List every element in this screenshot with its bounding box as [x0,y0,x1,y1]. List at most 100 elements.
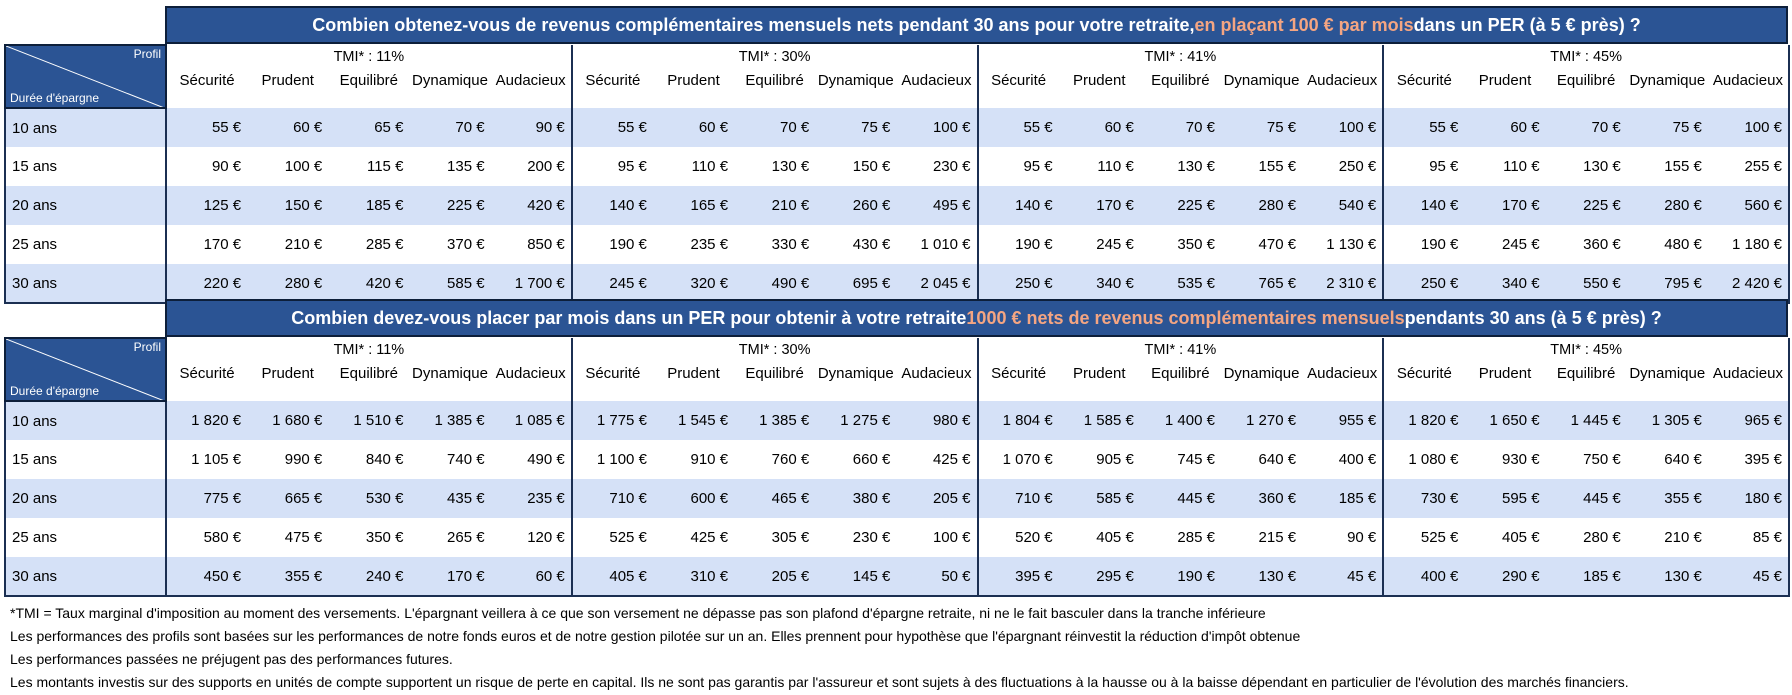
spacer-cell [409,388,490,401]
value-cell: 695 € [815,264,897,304]
profile-header: Equilibré [745,71,804,89]
value-cell: 420 € [328,264,410,304]
value-cell: 1 275 € [815,401,897,440]
value-cell: 55 € [570,108,653,147]
value-cell: 395 € [1707,440,1791,479]
value-cell: 245 € [570,264,653,304]
value-cell: 525 € [570,518,653,557]
value-cell: 905 € [1096,451,1134,468]
value-cell: 250 € [1338,158,1377,175]
value-cell: 320 € [652,264,735,304]
profile-header: Sécurité [164,358,248,388]
tmi-header: TMI* : 30% [570,45,978,65]
profile-header: Prudent [1072,364,1126,382]
value-cell: 910 € [690,451,729,468]
value-cell: 150 € [852,158,891,175]
profile-header: Dynamique [1629,71,1706,89]
profile-header: Prudent [667,364,720,382]
value-cell: 190 € [976,225,1059,264]
value-cell: 350 € [1177,236,1215,253]
value-cell: 990 € [284,451,323,468]
value-cell: 130 € [771,158,810,175]
value-cell: 1 445 € [1545,401,1627,440]
value-cell: 305 € [771,529,810,546]
value-cell: 1 085 € [490,401,572,440]
value-cell: 350 € [365,529,404,546]
value-cell: 235 € [490,479,572,518]
grid-revenus: Profil Durée d'épargne TMI* : 11% TMI* : 30… [4,44,1791,304]
value-cell: 2 310 € [1302,264,1384,304]
row-label: 25 ans [4,518,167,557]
spacer-cell [1382,388,1465,401]
value-cell: 75 € [815,108,897,147]
spacer-cell [328,388,409,401]
value-cell: 205 € [734,557,816,597]
duree-label: Durée d'épargne [10,384,100,398]
value-cell: 560 € [1707,186,1791,225]
value-cell: 170 € [1058,186,1140,225]
value-cell: 355 € [1626,479,1708,518]
value-cell: 295 € [1058,557,1140,597]
value-cell: 2 420 € [1707,264,1791,304]
spacer-cell [1464,388,1545,401]
value-cell: 1 180 € [1707,225,1791,264]
value-cell: 230 € [932,158,971,175]
value-cell: 290 € [1464,557,1546,597]
spacer-cell [815,388,896,401]
value-cell: 130 € [1626,557,1708,597]
table-row: 30 ans 450 €355 €240 €170 €60 €405 €310 €… [4,557,1791,597]
value-cell: 45 € [1302,557,1384,597]
value-cell: 60 € [1464,108,1546,147]
value-cell: 1 100 € [570,440,653,479]
title-text-end: pendants 30 ans (à 5 € près) ? [1404,307,1662,328]
value-cell: 125 € [164,186,248,225]
value-cell: 75 € [1220,108,1303,147]
value-cell: 235 € [690,236,729,253]
value-cell: 65 € [328,108,410,147]
profile-header: Audacieux [495,71,566,89]
value-cell: 130 € [1220,557,1303,597]
spacer-cell [1059,95,1140,108]
spacer-cell [1140,95,1221,108]
value-cell: 180 € [1707,479,1791,518]
value-cell: 285 € [365,236,404,253]
footnote: Les montants investis sur des supports e… [10,674,1629,690]
value-cell: 1 385 € [734,401,816,440]
value-cell: 585 € [1058,479,1140,518]
spacer-cell [1059,388,1140,401]
table-row: 25 ans 580 € 475 € 350 € 265 € 120 € 525 € 425 … [4,518,1791,557]
value-cell: 170 € [1464,186,1546,225]
spacer-cell [1707,95,1791,108]
value-cell: 110 € [691,158,729,175]
table-row: 30 ans 220 €280 €420 €585 €1 700 €245 €32… [4,264,1791,304]
value-cell: 750 € [1583,451,1621,468]
value-cell: 745 € [1177,451,1215,468]
spacer-cell [1382,95,1465,108]
diagonal-divider [7,47,161,106]
table-row: 20 ans 775 €665 €530 €435 €235 €710 €600 … [4,479,1791,518]
value-cell: 585 € [409,264,491,304]
profile-header: Audacieux [1307,71,1378,89]
profile-header: Audacieux [1707,358,1791,388]
profile-header: Sécurité [164,65,248,95]
spacer-cell [815,95,896,108]
value-cell: 155 € [1664,158,1702,175]
profile-header: Audacieux [1707,65,1791,95]
value-cell: 70 € [1545,108,1627,147]
profile-header: Sécurité [976,358,1059,388]
value-cell: 60 € [490,557,572,597]
spacer-cell [247,95,328,108]
value-cell: 425 € [932,451,971,468]
value-cell: 400 € [1382,557,1465,597]
value-cell: 85 € [1707,518,1791,557]
value-cell: 110 € [1503,158,1540,175]
table-row: 15 ans 1 105 € 990 € 840 € 740 € 490 € 1 100 €… [4,440,1791,479]
row-label: 10 ans [4,401,167,440]
value-cell: 495 € [896,186,978,225]
value-cell: 100 € [932,529,971,546]
table-revenus: Combien obtenez-vous de revenus compléme… [4,6,1791,304]
spacer-cell [734,388,815,401]
profile-header: Prudent [261,71,314,89]
value-cell: 535 € [1139,264,1221,304]
value-cell: 140 € [976,186,1059,225]
